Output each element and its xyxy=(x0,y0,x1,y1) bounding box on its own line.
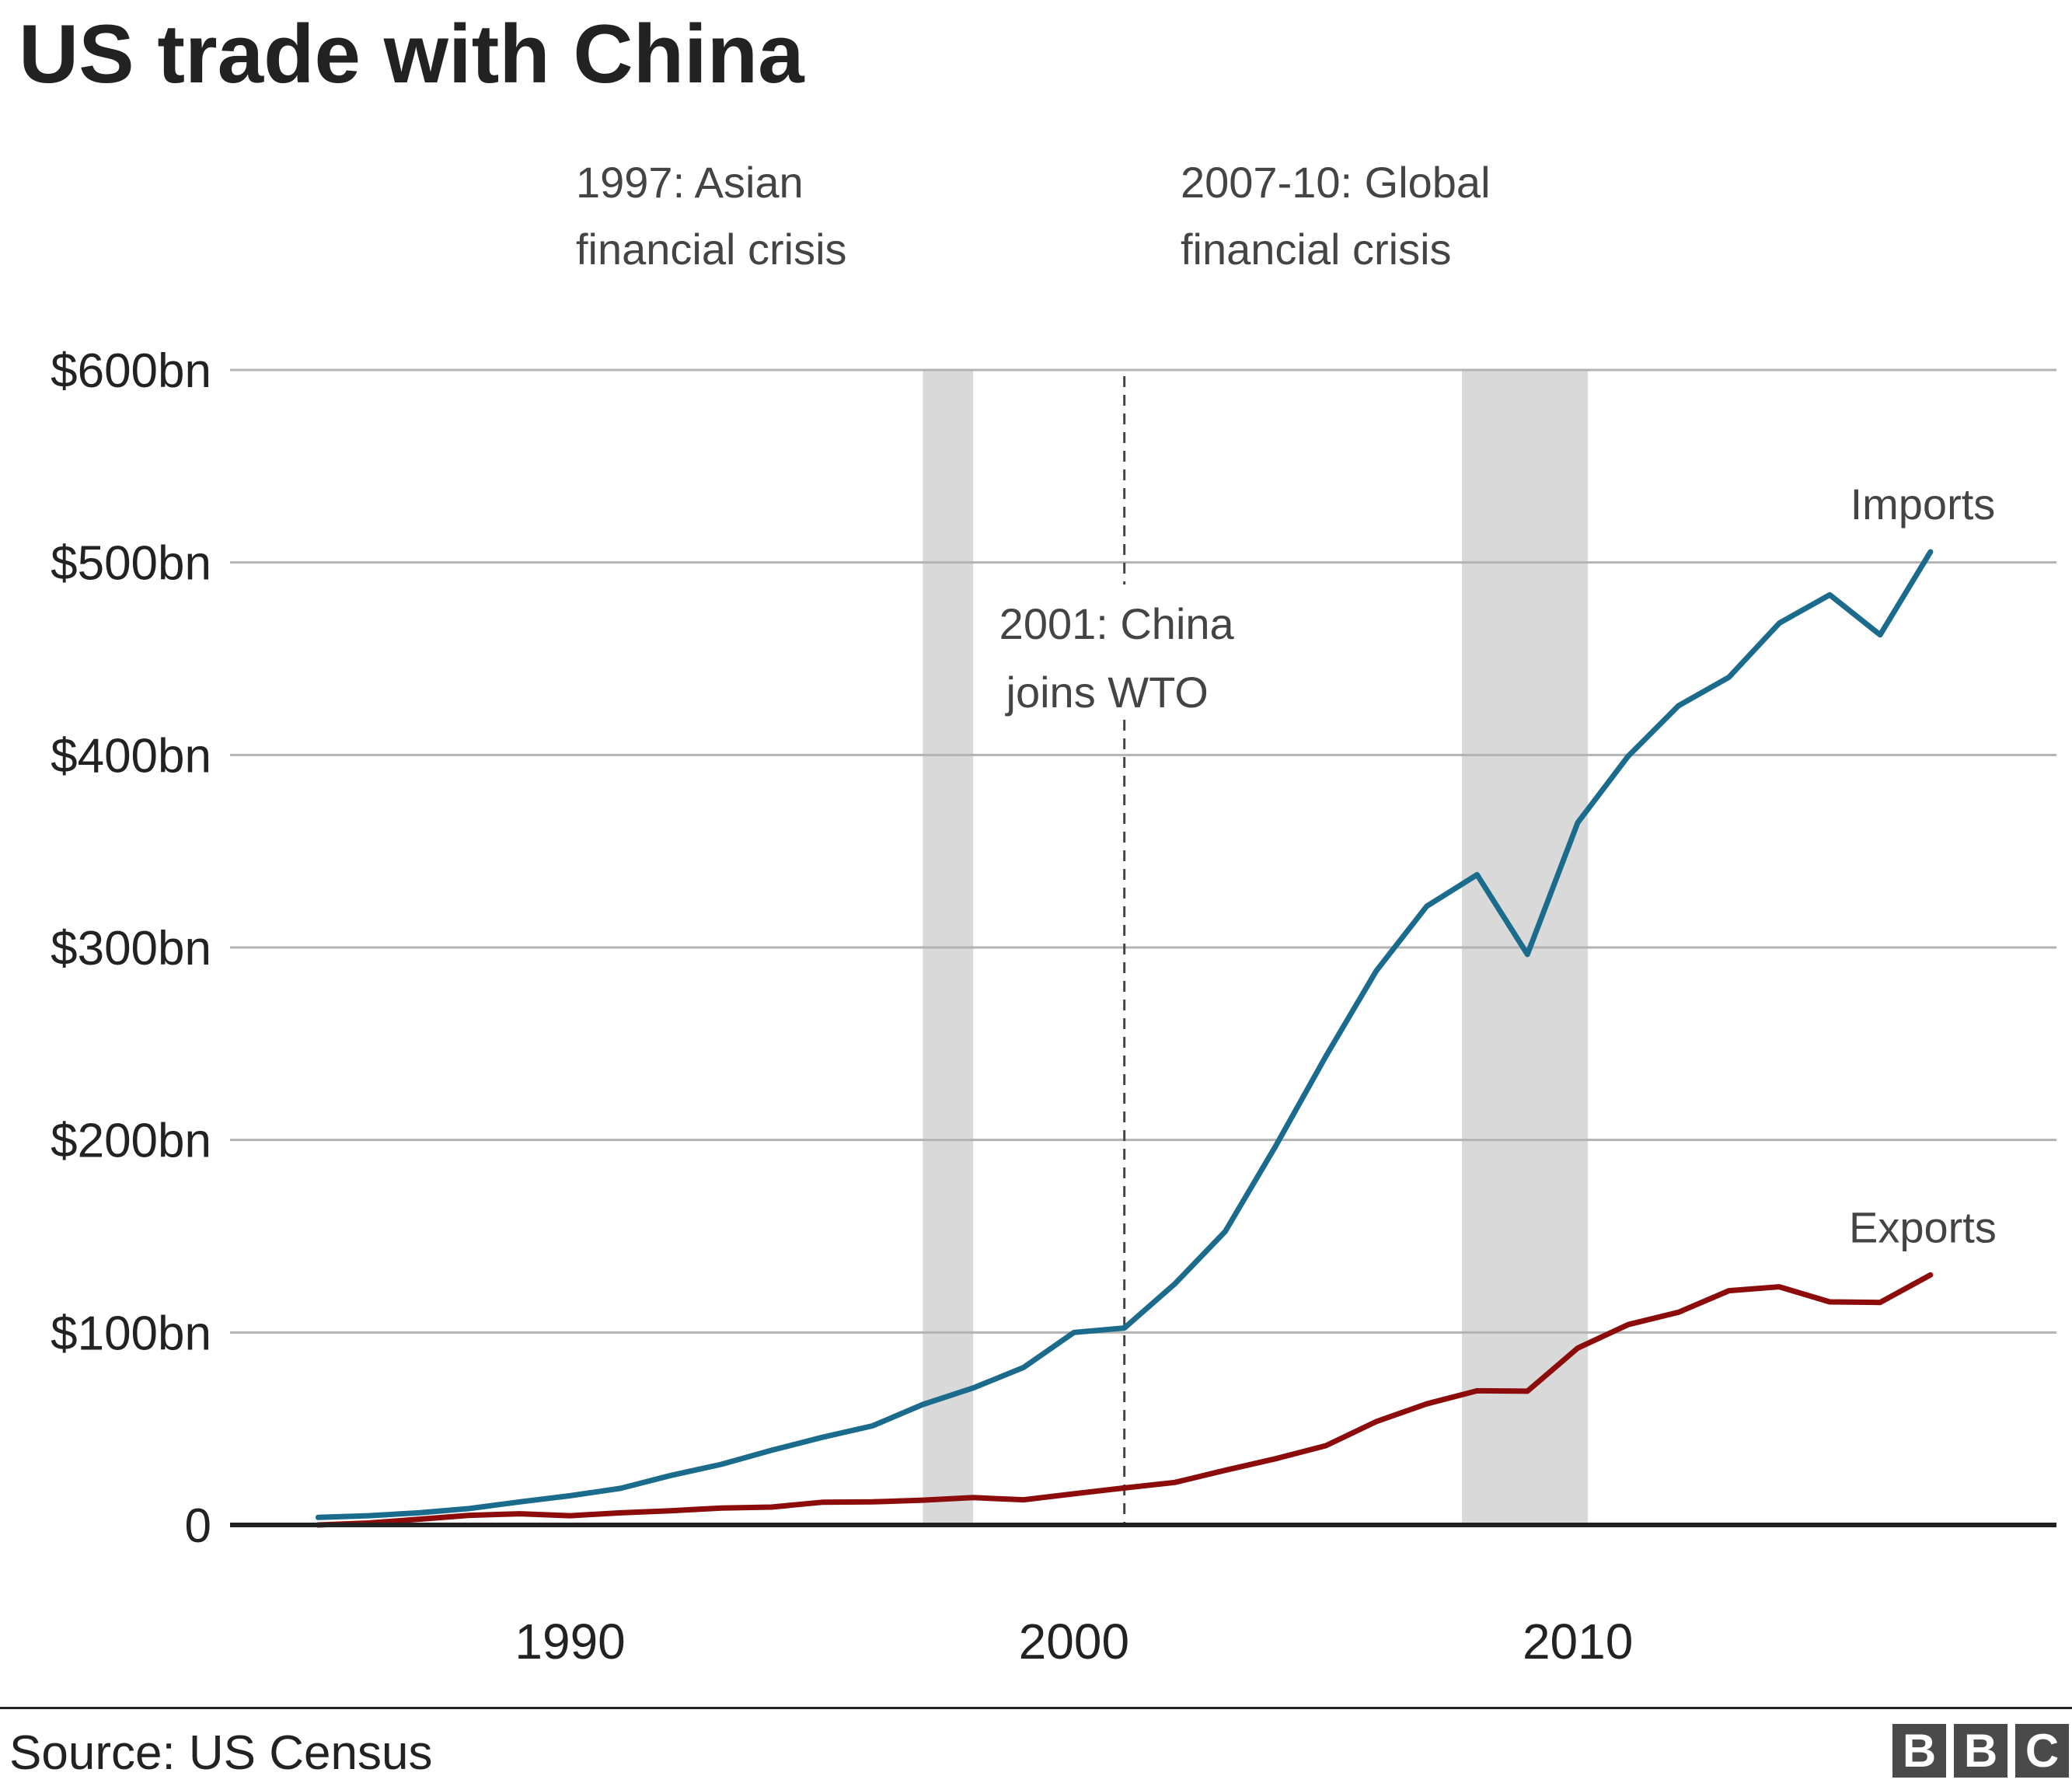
y-tick-label: $400bn xyxy=(51,729,211,783)
series-line-imports xyxy=(315,549,1934,1520)
series-label: Imports xyxy=(1850,480,1996,529)
chart-title: US trade with China xyxy=(19,7,804,100)
period-label-line: 1997: Asian xyxy=(576,158,804,207)
footer-divider xyxy=(0,1707,2072,1709)
x-tick-label: 1990 xyxy=(515,1614,625,1670)
bbc-logo: B B C xyxy=(1892,1724,2069,1778)
y-tick-label: $600bn xyxy=(51,344,211,398)
y-tick-label: 0 xyxy=(185,1499,211,1553)
y-tick-label: $200bn xyxy=(51,1115,211,1168)
x-tick-label: 2010 xyxy=(1523,1614,1633,1670)
annotations: 2001: China joins WTO 1997: Asian financial… xyxy=(576,158,1997,1251)
period-label-line: financial crisis xyxy=(1181,225,1452,274)
x-axis-tick-labels: 1990 2000 2010 xyxy=(515,1614,1633,1670)
y-tick-label: $500bn xyxy=(51,537,211,591)
bbc-logo-block: C xyxy=(2015,1724,2069,1778)
series-line-exports xyxy=(315,1272,1934,1528)
gridlines xyxy=(230,368,2056,1334)
y-tick-label: $300bn xyxy=(51,922,211,975)
y-tick-label: $100bn xyxy=(51,1307,211,1360)
line-chart: 0 $100bn $200bn $300bn $400bn $500bn $600bn 19… xyxy=(51,158,2056,1670)
event-label-line: joins WTO xyxy=(1005,668,1209,717)
bbc-logo-block: B xyxy=(1954,1724,2007,1778)
x-tick-label: 2000 xyxy=(1019,1614,1129,1670)
series-lines xyxy=(315,549,1934,1528)
period-label-line: 2007-10: Global xyxy=(1181,158,1491,207)
event-label-line: 2001: China xyxy=(999,599,1235,648)
bbc-logo-block: B xyxy=(1892,1724,1946,1778)
series-label: Exports xyxy=(1849,1202,1997,1251)
y-axis-tick-labels: 0 $100bn $200bn $300bn $400bn $500bn $600bn xyxy=(51,344,211,1553)
source-note: Source: US Census xyxy=(9,1726,433,1780)
period-label-line: financial crisis xyxy=(576,225,847,274)
